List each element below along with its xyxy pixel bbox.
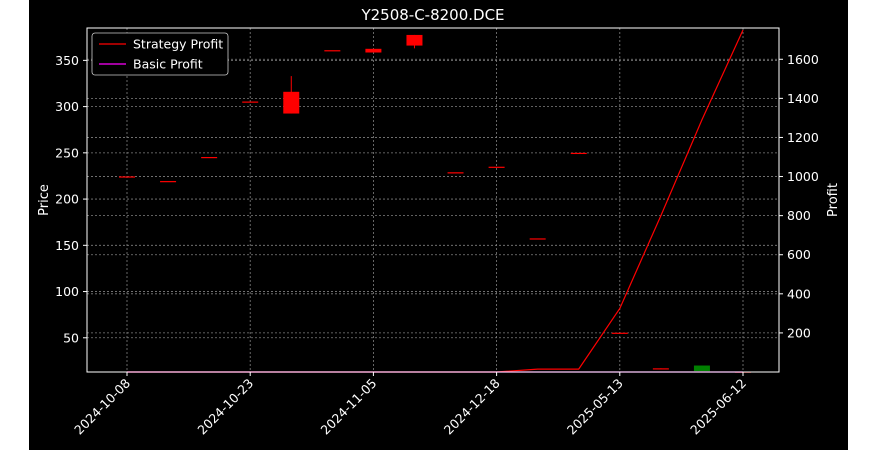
candle-body [488, 166, 505, 168]
y-tick-label-right: 1200 [787, 130, 819, 145]
legend-label-strategy: Strategy Profit [133, 37, 223, 52]
candle-body [406, 34, 423, 46]
candle-body [201, 157, 218, 159]
y-tick-label-left: 50 [63, 330, 79, 345]
candle-body [693, 365, 710, 372]
x-tick-label: 2024-10-23 [194, 376, 256, 438]
y-tick-label-right: 1000 [787, 169, 819, 184]
legend: Strategy Profit Basic Profit [91, 32, 229, 76]
chart-figure: 50 100 150 200 250 300 350 200 400 600 800 1000 120… [29, 0, 848, 450]
y-tick-label-right: 400 [787, 286, 811, 301]
x-tick-label: 2024-11-05 [318, 376, 380, 438]
candle-body [447, 172, 464, 174]
candle-body [324, 50, 341, 52]
candle-body [160, 181, 177, 183]
candle-body [570, 152, 587, 155]
chart-title: Y2508-C-8200.DCE [360, 6, 504, 24]
legend-label-basic: Basic Profit [133, 57, 203, 72]
y-tick-label-left: 200 [55, 192, 79, 207]
y-tick-label-left: 150 [55, 238, 79, 253]
profit-lines [127, 29, 744, 373]
candle-body [365, 48, 382, 53]
candle-body [242, 101, 259, 103]
y-tick-label-right: 600 [787, 247, 811, 262]
x-axis: 2024-10-08 2024-10-23 2024-11-05 2024-12-18… [71, 372, 749, 437]
plot-frame [86, 27, 780, 373]
grid [87, 28, 779, 372]
candle-body [283, 91, 300, 114]
y-tick-label-right: 1600 [787, 52, 819, 67]
y-tick-label-right: 200 [787, 325, 811, 340]
x-tick-label: 2024-10-08 [71, 375, 133, 437]
candle-body [611, 332, 628, 334]
x-tick-label: 2024-12-18 [441, 375, 503, 437]
chart-svg: 50 100 150 200 250 300 350 200 400 600 800 1000 120… [37, 6, 841, 437]
left-axis: 50 100 150 200 250 300 350 [55, 53, 87, 345]
y-axis-right-title: Profit [826, 183, 841, 217]
candle-body [119, 176, 135, 178]
series-line-strategy-profit [127, 29, 744, 373]
candles [119, 34, 751, 373]
y-tick-label-left: 300 [55, 99, 79, 114]
candle-body [652, 368, 669, 370]
y-tick-label-left: 100 [55, 284, 79, 299]
y-axis-left-title: Price [37, 184, 52, 216]
candle-body [529, 238, 546, 240]
y-tick-label-right: 1400 [787, 91, 819, 106]
y-tick-label-right: 800 [787, 208, 811, 223]
y-tick-label-left: 250 [55, 145, 79, 160]
x-tick-label: 2025-05-13 [564, 376, 626, 438]
x-tick-label: 2025-06-12 [687, 376, 749, 438]
right-axis: 200 400 600 800 1000 1200 1400 1600 [779, 52, 819, 340]
y-tick-label-left: 350 [55, 53, 79, 68]
